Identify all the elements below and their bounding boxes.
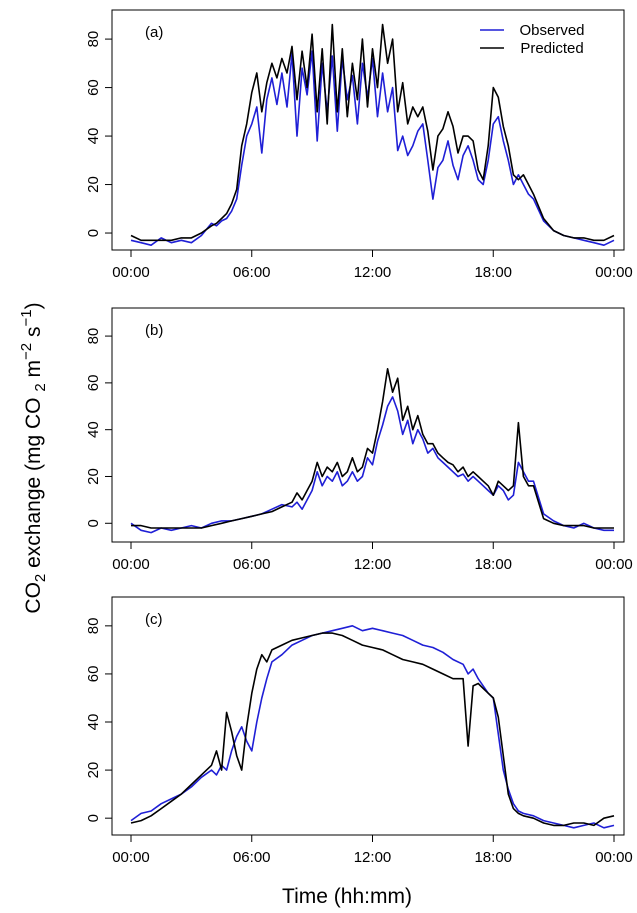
x-tick-label: 06:00 [233,264,271,281]
x-tick-label: 12:00 [354,849,392,866]
plot-frame [111,307,625,543]
x-tick-label: 18:00 [474,264,512,281]
y-tick-label: 60 [85,375,102,392]
series-line-predicted [130,632,615,827]
panel-label: (a) [145,24,163,41]
y-tick-label: 40 [85,128,102,145]
y-tick-label: 60 [85,666,102,683]
y-tick-label: 80 [85,618,102,635]
x-tick-label: 06:00 [233,556,271,573]
x-tick-label: 18:00 [474,849,512,866]
y-tick-label: 20 [85,468,102,485]
x-tick-label: 12:00 [354,264,392,281]
x-tick-label: 06:00 [233,849,271,866]
y-tick-label: 20 [85,762,102,779]
plot-frame [111,9,625,251]
series-line-observed [130,50,615,246]
x-tick-label: 00:00 [112,556,150,573]
x-tick-label: 00:00 [595,264,633,281]
panel-b: 0 20 40 60 80 00:00 06:00 12:00 18:00 00:00 (b) [85,307,633,573]
panel-label: (c) [145,611,163,628]
panel-a: 0 20 40 60 80 00:00 06:00 12:00 18:00 00:00 (a) Obs… [85,9,633,281]
legend-label-observed: Observed [519,22,584,39]
y-tick-label: 0 [85,229,102,237]
x-tick-label: 18:00 [474,556,512,573]
x-tick-label: 00:00 [112,849,150,866]
series-line-observed [130,624,615,829]
y-tick-label: 0 [85,519,102,527]
y-tick-label: 20 [85,176,102,193]
panel-c: 0 20 40 60 80 00:00 06:00 12:00 18:00 00:00 (c) [85,596,633,866]
y-tick-label: 80 [85,328,102,345]
x-tick-label: 00:00 [112,264,150,281]
y-tick-label: 80 [85,31,102,48]
plot-frame [111,596,625,836]
panel-label: (b) [145,322,163,339]
x-axis-title: Time (hh:mm) [282,885,412,908]
y-axis-title: CO2 exchange (mg CO 2 m−2 s−1) [18,302,49,613]
y-tick-label: 40 [85,421,102,438]
y-tick-label: 0 [85,814,102,822]
y-tick-label: 60 [85,79,102,96]
x-tick-label: 00:00 [595,849,633,866]
x-tick-label: 00:00 [595,556,633,573]
legend-label-predicted: Predicted [520,40,583,57]
series-line-predicted [130,23,615,242]
series-line-predicted [131,367,614,529]
y-tick-label: 40 [85,714,102,731]
x-tick-label: 12:00 [354,556,392,573]
